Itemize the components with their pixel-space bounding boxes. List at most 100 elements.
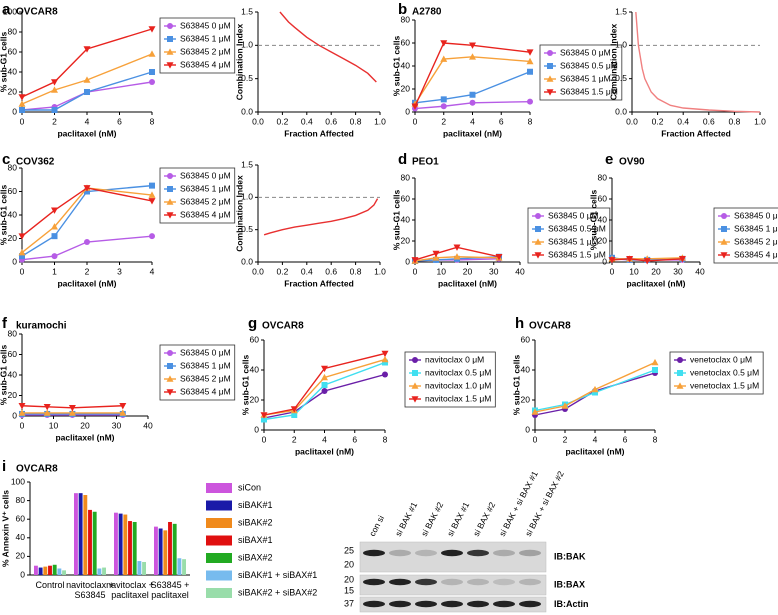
legend-label: S63845 0 μM (180, 20, 231, 30)
panel-label: h (515, 315, 524, 332)
data-point (19, 253, 25, 260)
y-tick-label: 0.0 (241, 256, 253, 266)
legend: S63845 0 μM S63845 0.5 μM S63845 1 μM S6384… (539, 44, 623, 101)
legend-symbol (412, 357, 418, 363)
data-point (68, 405, 76, 412)
blot-band (467, 578, 489, 586)
x-tick-label: 0.4 (301, 116, 313, 126)
panel-label: e (605, 151, 613, 168)
y-tick-label: 20 (16, 551, 26, 561)
legend-symbol (166, 198, 174, 205)
data-point (321, 373, 328, 381)
panel: e OV90 0 20 40 60 80 0 10 20 30 40 paclitaxel (nM) % … (588, 151, 778, 288)
x-tick-label: 2 (292, 434, 297, 444)
data-point (51, 253, 58, 260)
bar (132, 521, 137, 575)
y-tick-label: 0.5 (241, 73, 253, 83)
series-line (21, 187, 153, 237)
data-point (469, 42, 476, 49)
legend-label: S63845 0 μM (560, 47, 611, 57)
y-tick-label: 0 (405, 106, 410, 116)
y-tick-label: 60 (401, 193, 411, 203)
data-point (43, 403, 51, 411)
panel-title: A2780 (412, 7, 442, 18)
legend-label: S63845 4 μM (734, 249, 778, 259)
legend-label: S63845 2 μM (734, 236, 778, 246)
x-tick-label: 10 (629, 266, 639, 276)
series-line (414, 71, 531, 104)
panel-label: f (2, 315, 8, 332)
data-point (51, 207, 58, 214)
legend-label: S63845 0.5 μM (548, 223, 606, 233)
x-tick-label: 4 (593, 434, 598, 444)
legend-symbol (546, 75, 554, 82)
legend-symbol (677, 370, 683, 376)
series-line (263, 361, 386, 421)
data-point (561, 402, 569, 409)
y-tick-label: 0 (20, 569, 25, 579)
series-line (263, 358, 386, 416)
panel-label: d (398, 151, 407, 168)
data-point (148, 50, 156, 57)
bar (128, 521, 132, 575)
panel: f kuramochi 0 20 40 60 80 0 10 20 30 40 paclitaxel (… (0, 315, 236, 442)
legend-symbol (166, 62, 174, 69)
y-tick-label: 40 (8, 369, 18, 379)
data-point (83, 46, 91, 53)
y-tick-label: 60 (8, 186, 18, 196)
bar (38, 567, 43, 575)
x-tick-label: 0.2 (276, 116, 288, 126)
bar (92, 511, 97, 575)
data-point (440, 96, 447, 103)
legend-frame (404, 351, 496, 408)
data-point (321, 382, 328, 388)
x-tick-label: 4 (85, 116, 90, 126)
data-point (51, 86, 58, 93)
series-line (279, 11, 377, 83)
legend-symbol (534, 252, 542, 259)
legend-frame (539, 44, 623, 101)
y-tick-label: 60 (250, 334, 260, 344)
data-point (469, 91, 476, 98)
legend-swatch (206, 588, 232, 598)
series-line (22, 71, 153, 111)
bar (172, 523, 177, 575)
x-tick-label: 6 (499, 116, 504, 126)
legend-label: S63845 2 μM (180, 373, 231, 383)
data-point (411, 257, 419, 264)
probe-label: IB:BAX (554, 579, 585, 589)
legend-symbol (167, 186, 173, 192)
y-tick-label: 1.5 (241, 159, 253, 169)
x-axis-label: paclitaxel (nM) (55, 432, 114, 442)
series-line (414, 256, 500, 262)
data-point (149, 79, 155, 85)
legend-swatch (206, 570, 232, 581)
blot-band (389, 549, 411, 557)
x-axis-label: Fraction Affected (284, 128, 354, 138)
legend-frame (527, 207, 611, 264)
legend-symbol (534, 238, 542, 245)
x-tick-label: S63845 + paclitaxel (150, 580, 190, 600)
x-axis-label: Fraction Affected (661, 128, 731, 138)
data-point (83, 185, 91, 192)
series-line (534, 361, 656, 413)
x-tick-label: 30 (489, 266, 499, 276)
y-axis-label: Combination Index (234, 175, 244, 252)
data-point (51, 79, 58, 86)
data-point (592, 389, 598, 396)
legend-symbol (547, 50, 553, 56)
legend-label: S63845 1 μM (734, 223, 778, 233)
legend-label: S63845 0 μM (734, 210, 778, 220)
legend-symbol (721, 213, 727, 219)
legend-symbol (412, 370, 418, 376)
y-tick-label: 80 (401, 172, 411, 182)
bar (158, 528, 163, 575)
blot-band (415, 600, 437, 608)
y-tick-label: 20 (250, 394, 260, 404)
legend: S63845 0 μM S63845 1 μM S63845 2 μM S63845 … (159, 167, 236, 224)
mw-marker: 20 (344, 559, 354, 569)
x-axis-label: paclitaxel (nM) (443, 128, 502, 138)
x-tick-label: 0.2 (652, 116, 664, 126)
x-tick-label: 20 (463, 266, 473, 276)
y-tick-label: 0 (602, 256, 607, 266)
